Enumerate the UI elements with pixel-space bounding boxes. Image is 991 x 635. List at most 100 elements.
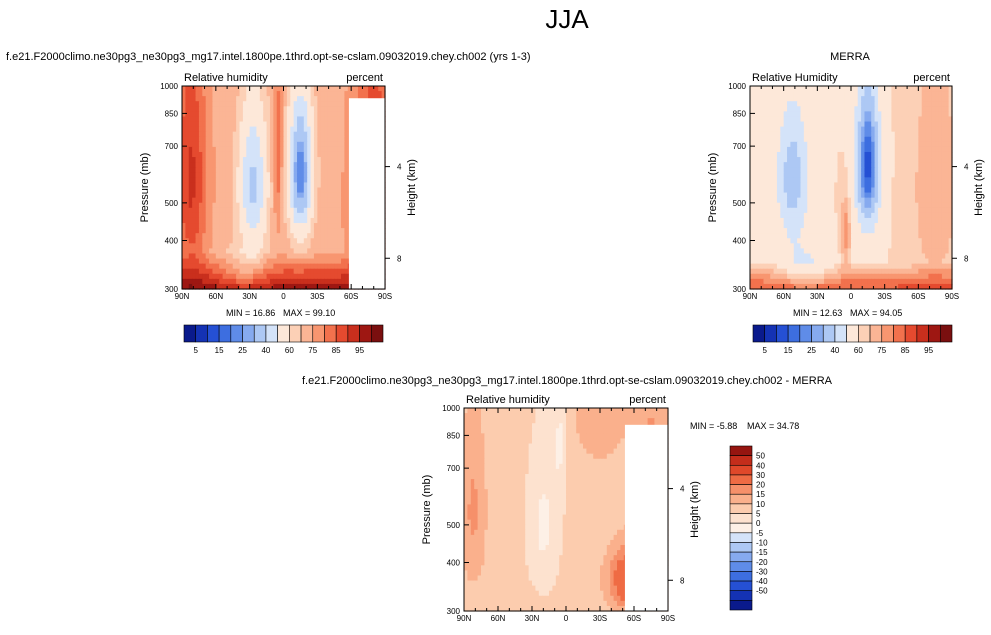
- field-cell: [368, 91, 373, 97]
- field-cell: [861, 278, 866, 285]
- field-cell: [273, 212, 278, 219]
- field-cell: [877, 182, 882, 189]
- field-cell: [239, 172, 244, 178]
- field-cell: [918, 207, 923, 214]
- field-cell: [787, 263, 791, 270]
- field-cell: [256, 243, 261, 249]
- field-cell: [881, 187, 886, 194]
- field-cell: [327, 167, 332, 173]
- field-cell: [837, 202, 842, 209]
- field-cell: [242, 253, 247, 260]
- field-cell: [330, 167, 335, 173]
- field-cell: [874, 223, 879, 229]
- field-cell: [239, 146, 244, 153]
- field-cell: [185, 278, 190, 285]
- field-cell: [776, 192, 781, 199]
- field-cell: [320, 177, 325, 184]
- field-cell: [307, 146, 312, 153]
- field-cell: [182, 96, 186, 102]
- field-cell: [817, 146, 822, 153]
- field-cell: [313, 217, 318, 224]
- field-cell: [222, 96, 227, 102]
- field-cell: [894, 243, 899, 249]
- field-cell: [269, 253, 274, 260]
- field-cell: [847, 111, 852, 118]
- field-cell: [800, 207, 805, 214]
- field-cell: [263, 151, 268, 158]
- field-cell: [807, 273, 812, 280]
- field-cell: [914, 96, 919, 102]
- field-cell: [327, 283, 332, 290]
- field-cell: [185, 223, 190, 229]
- field-cell: [239, 258, 244, 265]
- field-cell: [787, 101, 791, 107]
- field-cell: [894, 121, 899, 128]
- field-cell: [844, 146, 849, 153]
- field-cell: [280, 233, 285, 239]
- field-cell: [320, 86, 325, 92]
- field-cell: [803, 146, 808, 153]
- field-cell: [760, 96, 765, 102]
- field-cell: [931, 258, 936, 265]
- field-cell: [898, 212, 903, 219]
- field-cell: [222, 131, 227, 138]
- field-cell: [810, 243, 815, 249]
- field-cell: [824, 167, 829, 173]
- field-cell: [766, 207, 771, 214]
- field-cell: [776, 182, 781, 189]
- field-cell: [212, 177, 217, 184]
- field-cell: [320, 217, 325, 224]
- field-cell: [834, 182, 839, 189]
- field-cell: [904, 101, 909, 107]
- field-cell: [283, 243, 288, 249]
- field-cell: [313, 278, 318, 285]
- field-cell: [300, 116, 305, 123]
- field-cell: [780, 273, 785, 280]
- field-cell: [770, 131, 775, 138]
- field-cell: [756, 177, 761, 184]
- field-cell: [297, 238, 302, 244]
- field-cell: [307, 96, 312, 102]
- field-cell: [182, 146, 186, 153]
- field-cell: [297, 172, 302, 178]
- field-cell: [877, 273, 882, 280]
- field-cell: [867, 116, 872, 123]
- field-cell: [864, 167, 869, 173]
- field-cell: [182, 197, 186, 204]
- field-cell: [215, 253, 220, 260]
- field-cell: [256, 177, 261, 184]
- field-cell: [857, 86, 862, 92]
- field-cell: [246, 131, 251, 138]
- field-cell: [198, 278, 203, 285]
- field-cell: [773, 233, 778, 239]
- field-cell: [847, 116, 852, 123]
- field-cell: [232, 253, 237, 260]
- field-cell: [847, 167, 852, 173]
- field-cell: [898, 131, 903, 138]
- field-cell: [911, 187, 916, 194]
- field-cell: [324, 243, 329, 249]
- colorbar-swatch: [799, 324, 812, 343]
- field-cell: [931, 162, 936, 168]
- field-cell: [901, 248, 906, 255]
- field-cell: [864, 278, 869, 285]
- field-cell: [867, 253, 872, 260]
- field-cell: [783, 258, 788, 265]
- field-cell: [894, 157, 899, 163]
- field-cell: [891, 136, 896, 143]
- field-cell: [249, 243, 254, 249]
- field-cell: [881, 96, 886, 102]
- field-cell: [813, 202, 818, 209]
- field-cell: [941, 202, 946, 209]
- field-cell: [297, 141, 302, 148]
- field-cell: [334, 177, 339, 184]
- field-cell: [793, 177, 798, 184]
- field-cell: [813, 146, 818, 153]
- field-cell: [297, 278, 302, 285]
- field-cell: [840, 197, 845, 204]
- field-cell: [195, 217, 200, 224]
- field-cell: [310, 141, 315, 148]
- field-cell: [780, 278, 785, 285]
- field-cell: [941, 238, 946, 244]
- field-cell: [877, 207, 882, 214]
